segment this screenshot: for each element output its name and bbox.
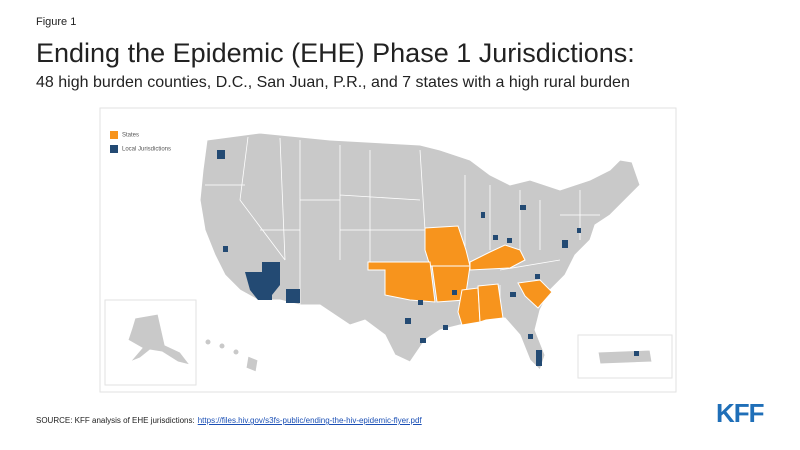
- jurisdiction: [481, 212, 485, 218]
- state-mississippi: [457, 287, 481, 326]
- source-link[interactable]: https://files.hiv.gov/s3fs-public/ending…: [197, 416, 422, 425]
- legend: States Local Jurisdictions: [110, 131, 171, 153]
- state-oklahoma: [367, 261, 436, 303]
- jurisdiction: [217, 150, 225, 159]
- logo: KFF: [716, 398, 765, 428]
- us-mainland: [199, 132, 641, 371]
- jurisdiction: [520, 205, 526, 210]
- jurisdiction: [536, 350, 542, 366]
- subtitle: 48 high burden counties, D.C., San Juan,…: [36, 74, 630, 91]
- alaska-inset: [104, 299, 197, 386]
- puerto-rico: [597, 349, 653, 365]
- state-alabama: [477, 283, 504, 323]
- jurisdiction: [577, 228, 581, 233]
- source: SOURCE: KFF analysis of EHE jurisdiction…: [36, 416, 422, 425]
- local-jurisdictions: [217, 150, 581, 366]
- title: Ending the Epidemic (EHE) Phase 1 Jurisd…: [36, 38, 635, 68]
- jurisdiction: [634, 351, 639, 356]
- highlighted-states: [367, 225, 553, 326]
- jurisdiction: [420, 338, 426, 343]
- legend-swatch: [110, 145, 118, 153]
- jurisdiction: [507, 238, 512, 243]
- jurisdiction: [535, 274, 540, 279]
- jurisdiction: [245, 262, 280, 300]
- legend-label: States: [122, 133, 139, 139]
- jurisdiction: [405, 318, 411, 324]
- jurisdiction: [562, 240, 568, 248]
- figure-label: Figure 1: [36, 16, 77, 28]
- state-south-carolina: [517, 279, 553, 309]
- hawaii: [204, 338, 259, 373]
- legend-label: Local Jurisdictions: [122, 147, 171, 153]
- state-kentucky: [469, 244, 526, 271]
- jurisdiction: [528, 334, 533, 339]
- source-text: SOURCE: KFF analysis of EHE jurisdiction…: [36, 416, 195, 425]
- jurisdiction: [452, 290, 457, 295]
- jurisdiction: [223, 246, 228, 252]
- legend-swatch: [110, 131, 118, 139]
- jurisdiction: [418, 300, 423, 305]
- jurisdiction: [493, 235, 498, 240]
- alaska: [127, 313, 192, 366]
- jurisdiction: [264, 294, 272, 300]
- jurisdiction: [443, 325, 448, 330]
- jurisdiction: [510, 292, 516, 297]
- jurisdiction: [286, 289, 300, 303]
- puerto-rico-inset: [577, 334, 673, 379]
